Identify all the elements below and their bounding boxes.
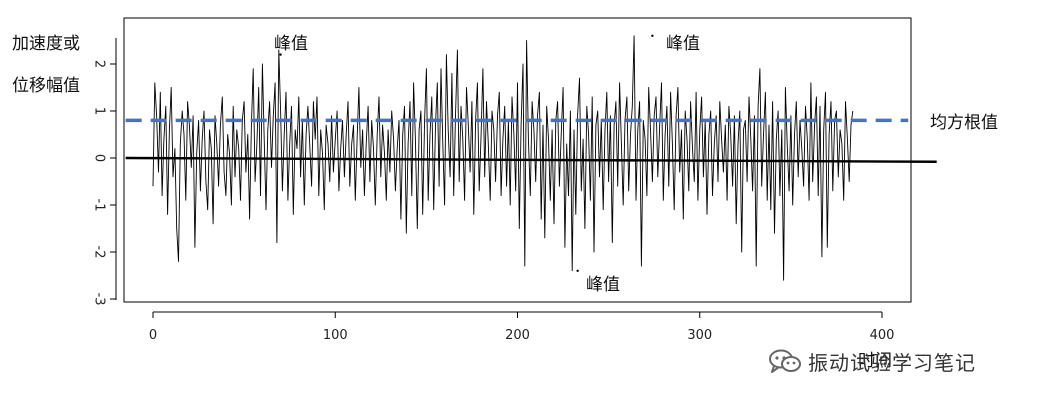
trend-layer bbox=[125, 156, 937, 163]
rms-label: 均方根值 bbox=[930, 113, 998, 133]
peak-point bbox=[279, 53, 282, 56]
y-tick-label: -3 bbox=[92, 293, 107, 306]
watermark-text: 振动试验学习笔记 bbox=[808, 350, 976, 375]
peak-point bbox=[576, 269, 579, 272]
peak-label-1: 峰值 bbox=[274, 34, 308, 54]
signal-layer bbox=[152, 34, 854, 281]
y-label-line-1: 加速度或 bbox=[12, 34, 80, 54]
x-tick-label: 400 bbox=[870, 328, 895, 343]
y-label-line-2: 位移幅值 bbox=[12, 76, 80, 96]
peak-label-2: 峰值 bbox=[666, 34, 700, 54]
x-tick-label: 200 bbox=[505, 328, 530, 343]
y-axis: -3 -2 -1 0 1 2 bbox=[92, 38, 117, 305]
x-axis-label: 时间 bbox=[858, 351, 892, 371]
x-tick-label: 100 bbox=[323, 328, 348, 343]
plot-frame bbox=[123, 17, 912, 303]
y-tick-label: 1 bbox=[92, 107, 107, 115]
peak-label-3: 峰值 bbox=[586, 275, 620, 295]
wechat-icon bbox=[769, 349, 801, 373]
y-tick-label: -1 bbox=[92, 199, 107, 212]
signal-series-line bbox=[152, 35, 854, 281]
peak-point bbox=[651, 34, 654, 37]
x-tick-label: 300 bbox=[687, 328, 712, 343]
zero-trend-line bbox=[125, 156, 937, 163]
y-tick-label: 0 bbox=[92, 154, 107, 162]
y-tick-label: -2 bbox=[92, 246, 107, 259]
watermark: 振动试验学习笔记 bbox=[768, 346, 976, 376]
x-tick-label: 0 bbox=[149, 328, 157, 343]
x-axis: 0 100 200 300 400 bbox=[149, 311, 895, 343]
y-tick-label: 2 bbox=[92, 60, 107, 68]
